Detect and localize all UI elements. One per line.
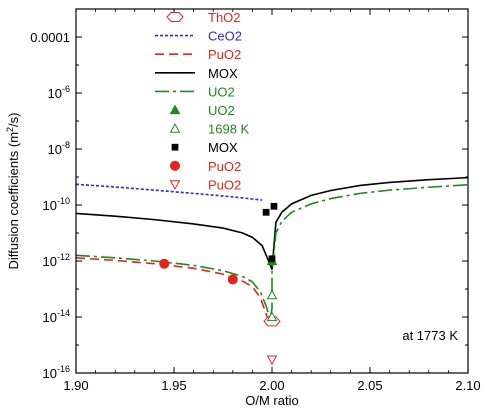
legend: ThO2 CeO2 PuO2 MOX UO2 UO2 1698 K MOX PuO2 PuO2 (155, 10, 250, 192)
legend-marker-uo2 (169, 104, 181, 115)
legend-marker-1698-k (169, 123, 181, 133)
x-tick-label: 2.10 (455, 378, 480, 393)
legend-label: 1698 K (208, 122, 250, 137)
data-point-puo2 (266, 355, 278, 366)
y-tick-label: 10-16 (43, 364, 70, 381)
legend-marker-puo2 (170, 160, 180, 171)
data-point-1698-k (266, 311, 278, 322)
data-point-1698-k (266, 289, 278, 300)
legend-label: MOX (208, 66, 238, 81)
legend-label: UO2 (208, 103, 235, 118)
x-tick-label: 1.95 (161, 378, 186, 393)
legend-label: MOX (208, 140, 238, 155)
legend-label: UO2 (208, 84, 235, 99)
series-line-ceo2 (75, 183, 263, 201)
data-point-puo2 (227, 274, 238, 285)
legend-label: CeO2 (208, 29, 242, 44)
y-axis-title: Diffusion coefficients (m2/s) (5, 113, 21, 270)
legend-marker-tho2 (166, 12, 184, 22)
temperature-annotation: at 1773 K (402, 328, 458, 343)
y-tick-exponent: -8 (62, 140, 70, 150)
legend-marker-mox (171, 143, 179, 151)
legend-marker-puo2 (169, 180, 181, 190)
x-tick-label: 1.90 (63, 378, 88, 393)
y-tick-label: 10-10 (43, 196, 70, 213)
y-tick-label: 10-14 (43, 308, 70, 325)
y-tick-exponent: -16 (57, 364, 70, 374)
data-point-mox (270, 202, 278, 210)
data-point-puo2 (159, 258, 170, 269)
legend-label: PuO2 (208, 159, 241, 174)
y-axis-title-exponent: 2 (5, 127, 15, 132)
x-axis-title: O/M ratio (245, 393, 298, 408)
series-layer (75, 176, 469, 324)
y-tick-label: 10-6 (48, 84, 70, 101)
y-axis-title-unit: /s) (6, 113, 21, 127)
y-tick-base: 10 (48, 142, 62, 157)
series-line-uo2 (75, 183, 469, 320)
series-line-mox (75, 176, 469, 270)
x-tick-label: 2.00 (259, 378, 284, 393)
series-line-puo2 (75, 257, 270, 324)
y-axis-title-main: Diffusion coefficients (m (6, 132, 21, 270)
y-tick-base: 10 (43, 310, 57, 325)
data-point-mox (268, 255, 276, 263)
x-axis: 1.90 1.95 2.00 2.05 2.10 (63, 9, 481, 393)
legend-label: ThO2 (208, 10, 241, 25)
y-tick-label: 0.0001 (30, 30, 70, 45)
y-tick-base: 10 (48, 86, 62, 101)
data-point-mox (262, 208, 270, 216)
y-tick-base: 10 (43, 198, 57, 213)
y-tick-base: 0.0001 (30, 30, 70, 45)
legend-label: PuO2 (208, 47, 241, 62)
y-tick-exponent: -10 (57, 196, 70, 206)
y-tick-base: 10 (43, 254, 57, 269)
markers-layer (159, 202, 281, 366)
y-tick-exponent: -14 (57, 308, 70, 318)
y-tick-exponent: -12 (57, 252, 70, 262)
legend-label: PuO2 (208, 177, 241, 192)
y-tick-exponent: -6 (62, 84, 70, 94)
y-tick-label: 10-8 (48, 140, 70, 157)
y-tick-base: 10 (43, 366, 57, 381)
x-tick-label: 2.05 (357, 378, 382, 393)
y-tick-label: 10-12 (43, 252, 70, 269)
